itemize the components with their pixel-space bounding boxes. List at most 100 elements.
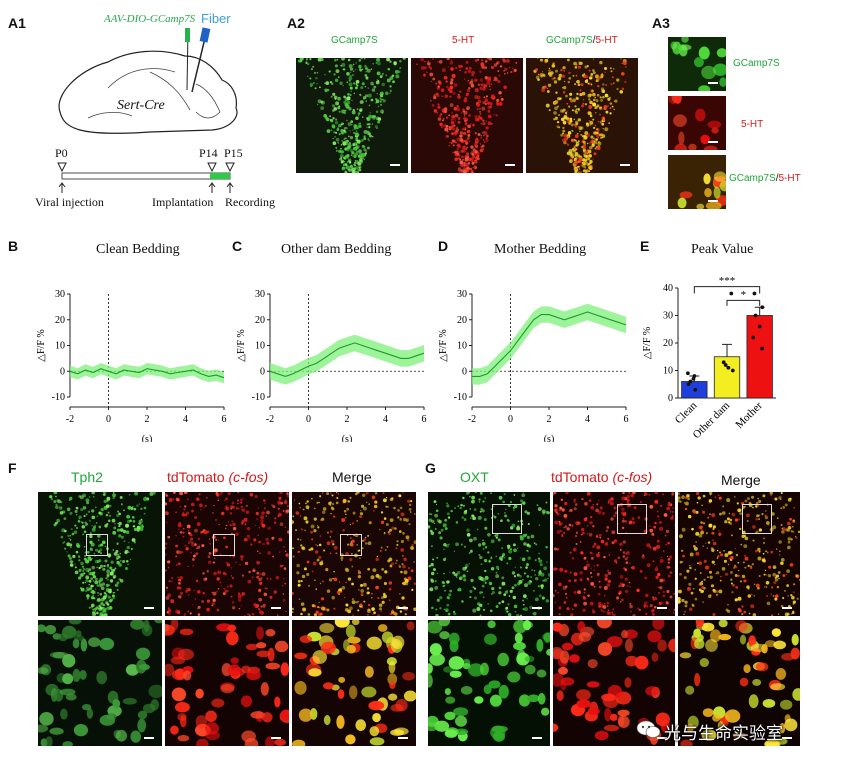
marker-p15-icon [225,162,235,173]
bar-y-label: △F/F % [642,327,653,359]
panel-label-a1: A1 [8,15,26,31]
bar-point [760,346,764,351]
bar-y-tick-label: 10 [663,366,673,377]
f-zoom-tph2 [38,620,162,746]
bar-point [721,360,726,365]
trace-x-tick-label: 4 [183,414,188,425]
trace-y-tick-label: 30 [255,289,265,300]
g-inset-box-1 [492,504,522,534]
a3-image-merge [668,155,726,209]
panel-label-a2: A2 [287,15,305,31]
sig-label-2: * [741,289,747,301]
f-inset-box-3 [340,534,362,556]
trace-x-tick-label: 0 [106,414,111,425]
f-cfos-text: (c-fos) [228,469,269,485]
marker-p14-icon [207,162,217,173]
bar-point [751,335,756,340]
bar-other-dam [713,356,741,399]
a2-title-merge: GCamp7S/5-HT [546,35,618,46]
panel-label-a3: A3 [652,15,670,31]
a2-merge-slash: / [592,35,596,46]
g-cfos-text: (c-fos) [612,469,653,485]
a3-merge-slash: / [775,173,779,184]
a2-image-merge [526,58,638,173]
trace-x-tick-label: 6 [422,414,427,425]
panel-label-e: E [640,238,650,254]
g-tdt-text: tdTomato [551,469,613,485]
trace-mean-line [69,368,225,379]
g-inset-box-2 [617,504,647,534]
trace-chart-c: 30 20 10 0 -10-2 0 2 4 6 (s) △F/F % [236,289,427,442]
g-title-merge: Merge [721,472,761,488]
trace-sem-band [472,303,626,385]
bar-point [752,291,757,296]
trace-x-tick-label: 4 [383,414,388,425]
timepoint-p14: P14 [199,146,218,160]
virus-label: AAV-DIO-GCamp7S [104,13,196,25]
a2-merge-red: 5-HT [595,35,618,46]
a3-label-merge: GCamp7S/5-HT [729,173,801,184]
fiber-label: Fiber [201,11,231,26]
wechat-icon [636,720,661,738]
f-image-merge [292,492,416,616]
trace-y-tick-label: 30 [457,289,467,300]
marker-p0-icon [57,162,67,173]
trace-y-tick-label: 30 [55,289,65,300]
g-title-tdtomato: tdTomato (c-fos) [551,469,652,485]
timeline-bar-green [210,173,230,179]
f-inset-box-2 [213,534,235,556]
f-title-tph2: Tph2 [71,469,103,485]
g-inset-box-3 [742,504,772,534]
trace-chart-d: 30 20 10 0 -10-2 0 2 4 6 (s) △F/F % [438,289,629,442]
a3-image-5ht [668,96,726,150]
bar-point [685,371,690,376]
trace-y-tick-label: 0 [260,366,265,377]
bar-point [693,387,698,392]
bar-category-label: Clean [673,399,700,426]
trace-x-tick-label: -2 [66,414,74,425]
sig-bracket-1 [693,286,761,294]
a3-label-5ht: 5-HT [741,119,764,130]
trace-x-tick-label: 2 [145,414,150,425]
trace-x-label: (s) [142,434,153,442]
trace-mean-line [472,311,627,377]
a3-merge-green: GCamp7S [729,173,776,184]
bar-category-label: Mother [733,399,765,431]
bar-point [760,305,765,310]
trace-chart-b: 30 20 10 0 -10-2 0 2 4 6 (s) △F/F % [36,289,227,442]
trace-y-label: △F/F % [36,329,47,361]
trace-y-label: △F/F % [438,329,449,361]
a2-image-gcamp [296,58,408,173]
bar-y-tick-label: 30 [663,311,673,322]
trace-y-tick-label: 20 [255,315,265,326]
arrow-record-icon [226,182,234,193]
sig-bracket-2 [726,299,761,306]
bar-point [723,363,728,367]
a2-title-gcamp: GCamp7S [331,35,378,46]
f-zoom-tdtomato [165,620,289,746]
trace-y-tick-label: 10 [255,341,265,352]
bar-y-tick-label: 0 [668,393,673,404]
trace-mean-line [269,342,425,377]
trace-x-tick-label: -2 [266,414,274,425]
bar-point [692,374,697,378]
g-zoom-tdtomato [553,620,675,746]
a2-title-5ht: 5-HT [452,35,475,46]
trace-y-tick-label: -10 [52,392,65,403]
g-title-oxt: OXT [460,469,489,485]
trace-y-tick-label: -10 [454,392,467,403]
f-tdt-text: tdTomato [167,469,229,485]
trace-y-tick-label: -10 [252,392,265,403]
implantation-label: Implantation [152,195,214,209]
recording-label: Recording [225,195,275,209]
bar-point [726,365,731,370]
g-image-merge [678,492,800,616]
trace-x-label: (s) [544,434,555,442]
g-image-oxt [428,492,550,616]
trace-y-tick-label: 0 [60,366,65,377]
f-inset-box-1 [86,534,108,556]
bar-chart-title: Peak Value [691,242,754,257]
trace-x-label: (s) [342,434,353,442]
trace-x-tick-label: 0 [306,414,311,425]
trace-x-tick-label: 2 [547,414,552,425]
